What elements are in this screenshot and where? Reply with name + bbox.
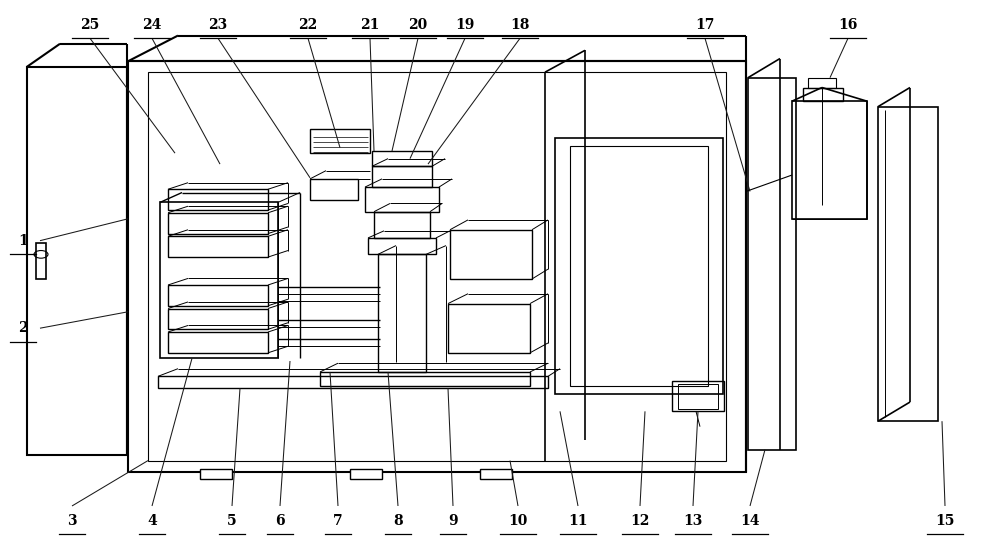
Text: 3: 3	[67, 514, 77, 528]
Text: 2: 2	[18, 321, 28, 335]
Bar	[27, 67, 127, 455]
Text: 24: 24	[142, 18, 162, 32]
Text: 21: 21	[360, 18, 380, 32]
Text: 8: 8	[393, 514, 403, 528]
Bar	[168, 189, 268, 210]
Bar	[448, 304, 530, 353]
Bar	[792, 101, 867, 219]
Text: 14: 14	[740, 514, 760, 528]
Bar	[320, 372, 530, 386]
Text: 13: 13	[683, 514, 703, 528]
Text: 25: 25	[80, 18, 100, 32]
Bar	[128, 61, 746, 472]
Bar	[803, 88, 843, 101]
Text: 23: 23	[208, 18, 228, 32]
Text: 10: 10	[508, 514, 528, 528]
Bar	[678, 384, 718, 409]
Text: 11: 11	[568, 514, 588, 528]
Bar	[365, 187, 439, 212]
Bar	[555, 138, 723, 394]
Bar	[168, 213, 268, 234]
Bar	[372, 166, 432, 187]
Text: 20: 20	[408, 18, 428, 32]
Text: 6: 6	[275, 514, 285, 528]
Text: 17: 17	[695, 18, 715, 32]
Bar	[148, 72, 726, 461]
Bar	[808, 78, 836, 88]
Bar	[200, 469, 232, 479]
Bar	[368, 238, 436, 254]
Text: 12: 12	[630, 514, 650, 528]
Text: 1: 1	[18, 234, 28, 248]
Bar	[168, 332, 268, 353]
Bar	[350, 469, 382, 479]
Bar	[480, 469, 512, 479]
Text: 15: 15	[935, 514, 955, 528]
Text: 5: 5	[227, 514, 237, 528]
Text: 16: 16	[838, 18, 858, 32]
Bar	[36, 243, 46, 279]
Bar	[160, 202, 278, 358]
Bar	[168, 309, 268, 329]
Bar	[378, 254, 426, 372]
Text: 7: 7	[333, 514, 343, 528]
Bar	[450, 230, 532, 279]
Bar	[310, 129, 370, 153]
Text: 22: 22	[298, 18, 318, 32]
Bar	[310, 179, 358, 200]
Bar	[374, 212, 430, 238]
Bar	[878, 107, 938, 421]
Bar	[168, 236, 268, 257]
Bar	[158, 376, 548, 388]
Bar	[570, 146, 708, 386]
Text: 19: 19	[455, 18, 475, 32]
Text: 9: 9	[448, 514, 458, 528]
Text: 4: 4	[147, 514, 157, 528]
Bar	[372, 151, 432, 166]
Bar	[748, 78, 796, 450]
Bar	[672, 381, 724, 411]
Bar	[168, 285, 268, 306]
Text: 18: 18	[510, 18, 530, 32]
